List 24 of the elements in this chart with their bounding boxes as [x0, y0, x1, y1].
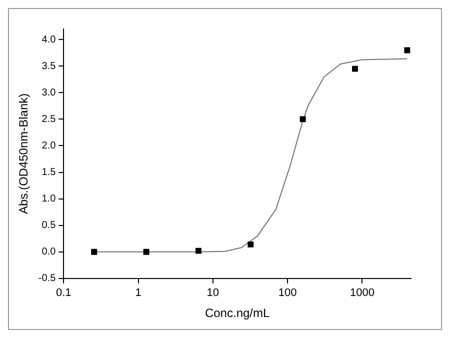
x-tick-label: 100 — [278, 287, 297, 300]
y-tick-label: 1.5 — [42, 167, 56, 178]
point — [91, 248, 98, 255]
y-axis-title: Abs.(OD450nm-Blank) — [16, 93, 31, 214]
y-tick-label: 3.0 — [42, 87, 56, 98]
point — [248, 241, 254, 248]
y-tick-label: 4.0 — [42, 34, 56, 46]
y-tick-label: 2.5 — [42, 114, 56, 125]
y-tick-label: -0.5 — [38, 273, 56, 284]
x-tick-label: 1000 — [350, 287, 374, 300]
x-axis-title: Conc.ng/mL — [204, 306, 270, 320]
point — [143, 248, 150, 255]
point — [195, 248, 202, 254]
x-tick-label: 0.1 — [56, 287, 72, 300]
point — [404, 47, 410, 54]
point — [352, 66, 358, 72]
y-tick-label: 0.0 — [42, 246, 56, 258]
y-tick-label: 1.0 — [42, 194, 56, 205]
y-tick-label: 3.5 — [42, 60, 56, 72]
y-tick-label: 0.5 — [42, 220, 56, 232]
point — [300, 116, 306, 122]
y-tick-label: 2.0 — [42, 140, 56, 152]
x-tick-label: 1 — [135, 287, 142, 300]
x-tick-label: 10 — [206, 287, 220, 300]
